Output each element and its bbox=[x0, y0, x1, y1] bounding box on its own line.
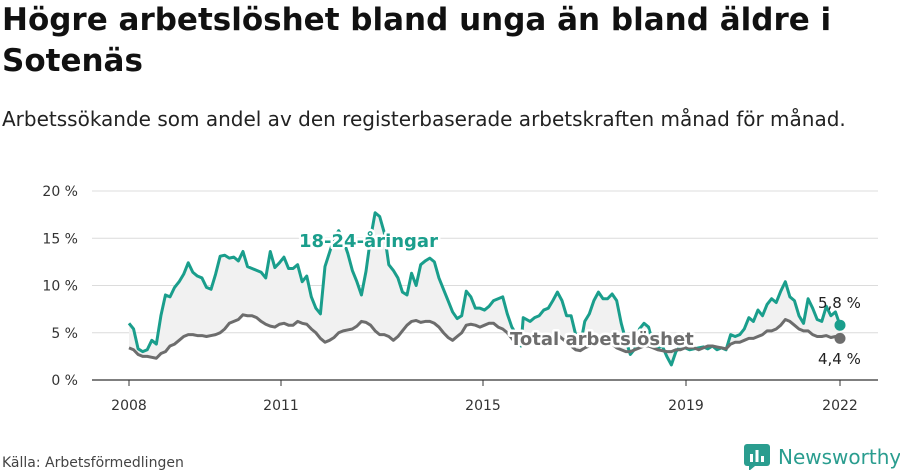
unemployment-line-chart: 0 % 5 % 10 % 15 % 20 % 2008 2011 2015 2019 2022 1… bbox=[42, 184, 878, 414]
line-layer bbox=[127, 211, 846, 367]
source-note: Källa: Arbetsförmedlingen bbox=[2, 455, 184, 471]
total-series-line bbox=[128, 313, 841, 360]
y-tick-label: 5 % bbox=[51, 326, 78, 342]
total-end-point bbox=[834, 332, 846, 344]
youth-end-point bbox=[834, 319, 846, 331]
total-end-value-label: 4,4 % bbox=[818, 350, 861, 368]
youth-end-value-label: 5,8 % bbox=[818, 294, 861, 312]
band-layer bbox=[129, 212, 840, 365]
newsworthy-logo-icon bbox=[744, 444, 770, 470]
total-series-label: Total arbetslöshet bbox=[510, 329, 694, 350]
y-tick-label: 0 % bbox=[51, 373, 78, 389]
page-title: Högre arbetslöshet bland unga än bland ä… bbox=[2, 2, 832, 79]
y-tick-label: 15 % bbox=[42, 231, 78, 247]
x-tick-label: 2011 bbox=[263, 398, 299, 414]
x-tick-label: 2008 bbox=[111, 398, 147, 414]
gap-band bbox=[129, 212, 840, 365]
page-subtitle: Arbetssökande som andel av den registerb… bbox=[2, 107, 846, 131]
total-series-label-halo: Total arbetslöshet bbox=[510, 329, 694, 350]
x-tick-label: 2022 bbox=[822, 398, 858, 414]
brand-logo[interactable]: Newsworthy bbox=[744, 443, 900, 471]
x-tick-label: 2015 bbox=[465, 398, 501, 414]
x-tick-label: 2019 bbox=[668, 398, 704, 414]
y-tick-label: 10 % bbox=[42, 279, 78, 295]
youth-series-label-halo: 18-24-åringar bbox=[299, 230, 438, 252]
youth-series-label: 18-24-åringar bbox=[299, 230, 438, 252]
brand-name: Newsworthy bbox=[778, 445, 900, 469]
y-tick-label: 20 % bbox=[42, 184, 78, 200]
